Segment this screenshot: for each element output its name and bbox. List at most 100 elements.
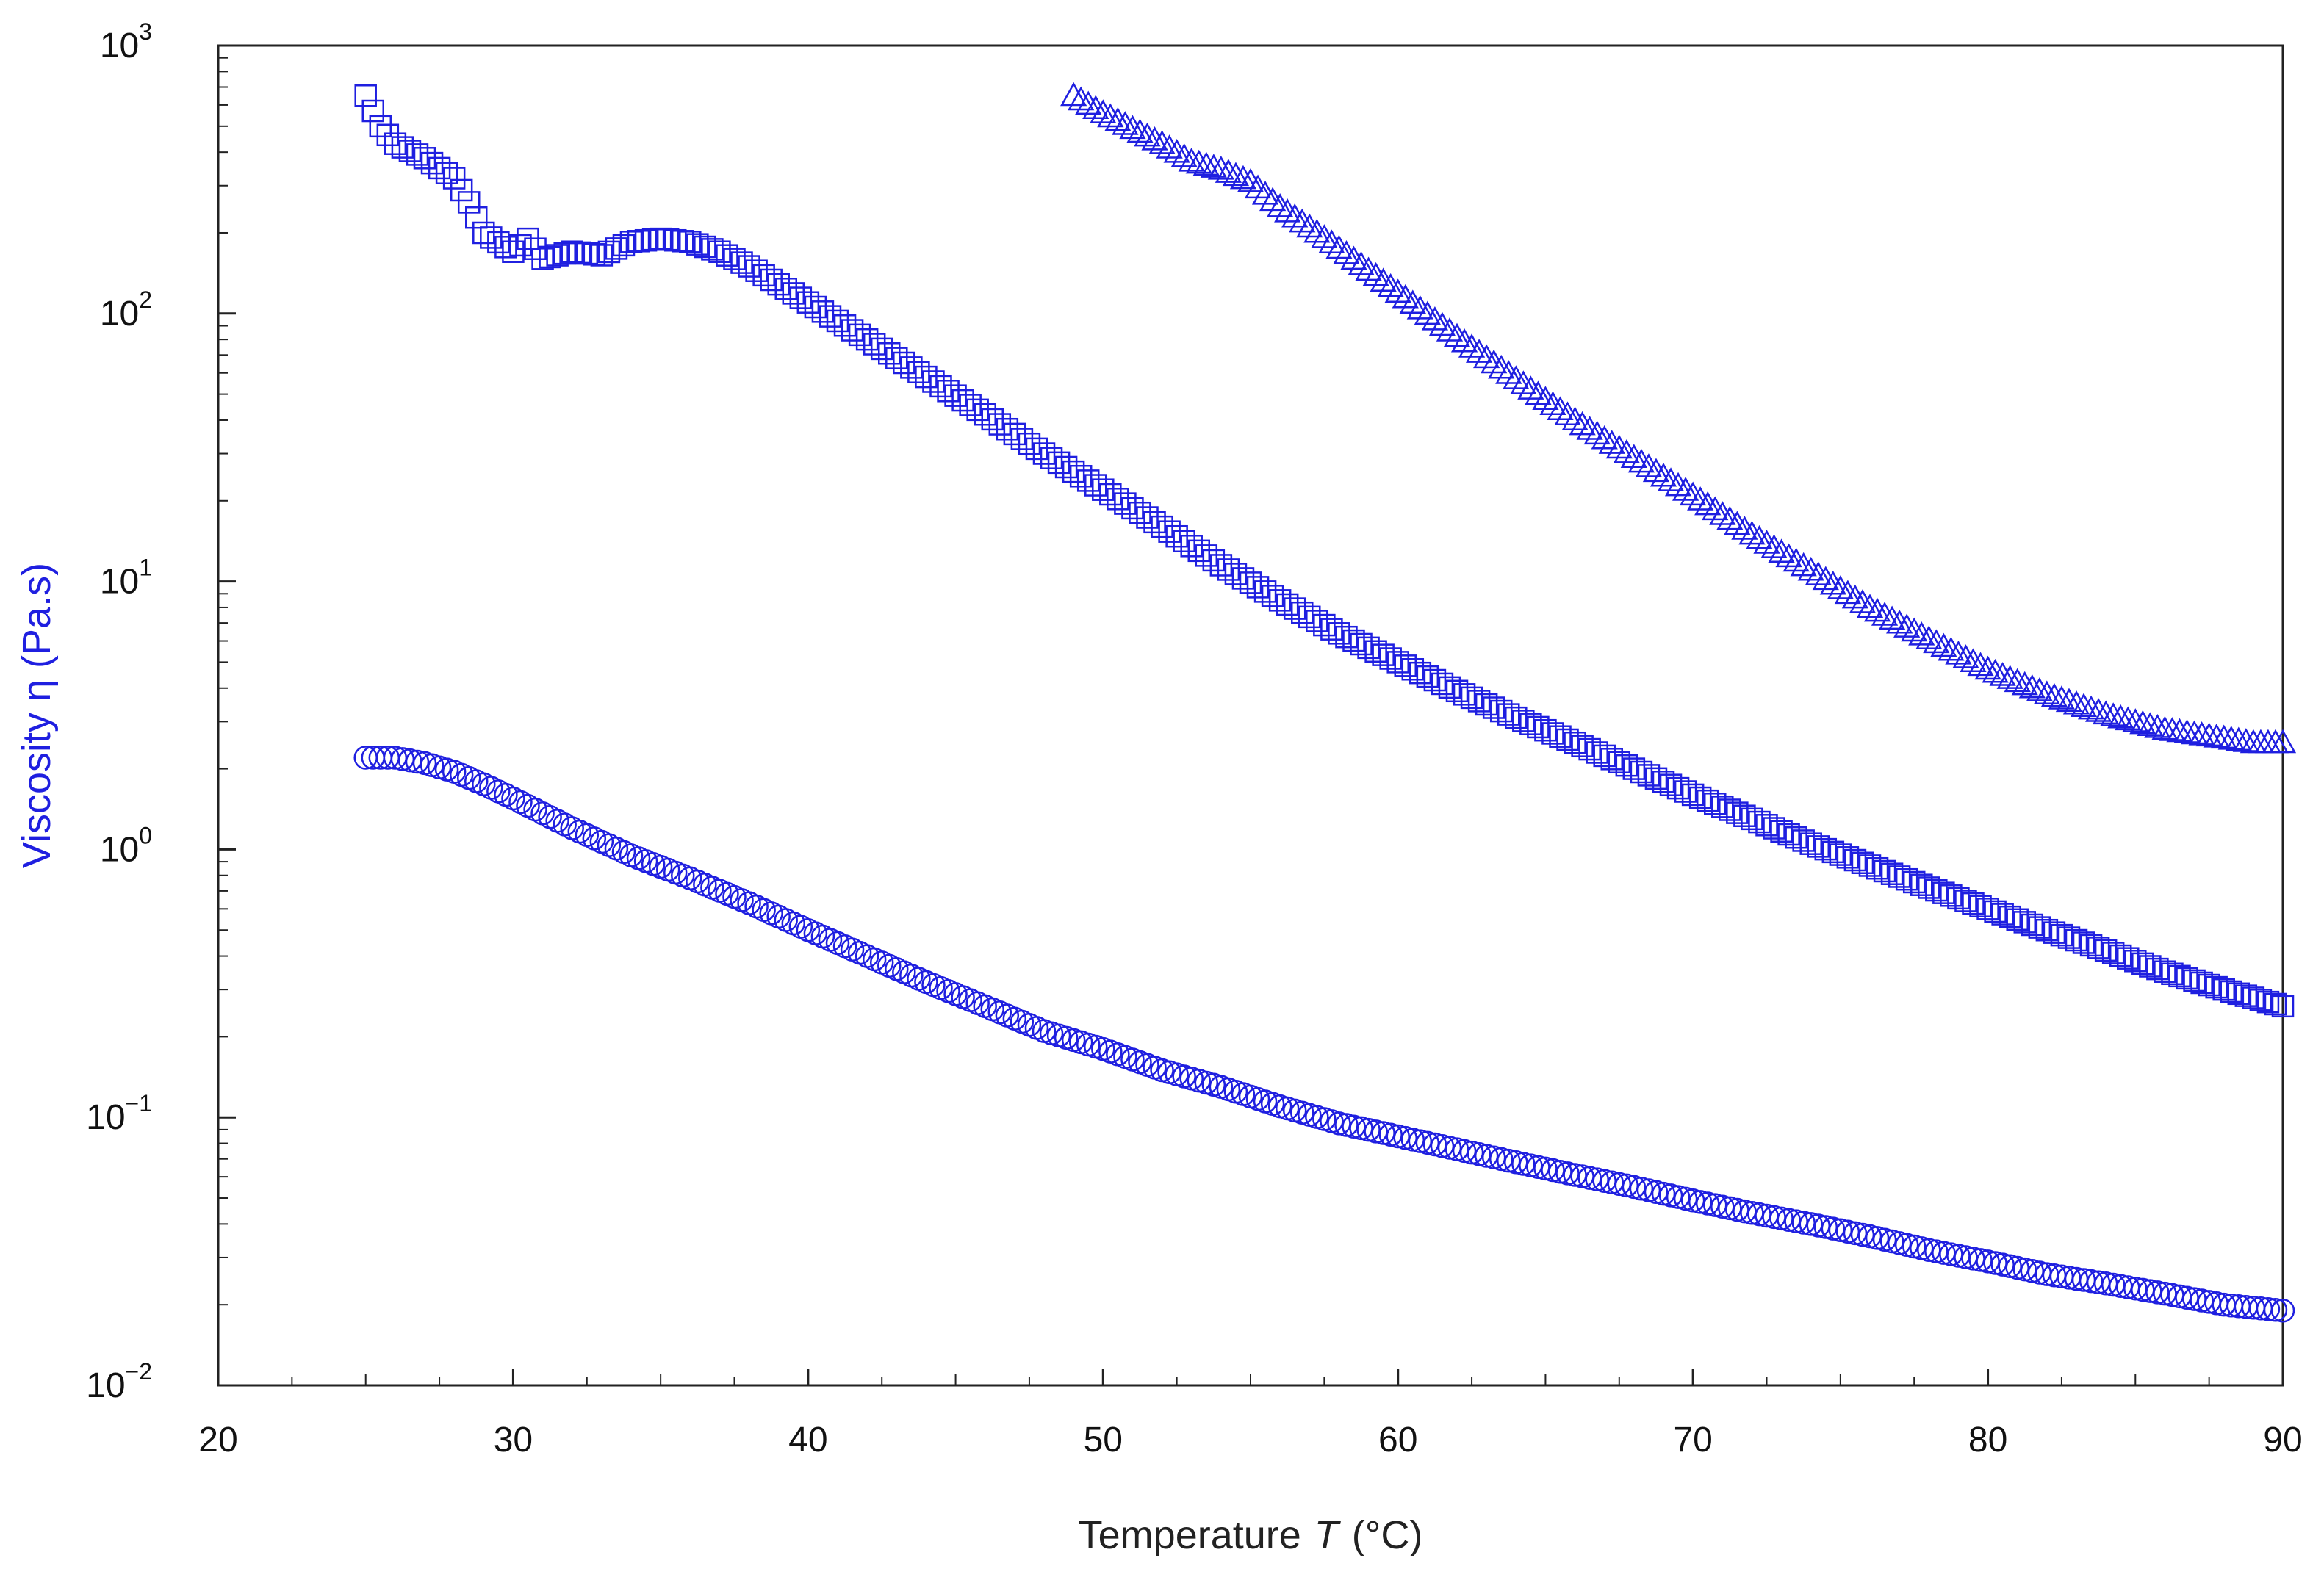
triangle-marker <box>2093 700 2120 725</box>
circle-marker <box>1511 1152 1536 1176</box>
square-marker <box>2065 928 2088 952</box>
square-marker <box>1615 754 1638 777</box>
circle-marker <box>1968 1248 1993 1272</box>
square-marker <box>1991 903 2014 926</box>
square-marker <box>1320 618 1343 641</box>
circle-marker <box>1298 1103 1322 1127</box>
square-marker <box>789 286 813 309</box>
square-marker <box>641 228 665 251</box>
square-marker <box>1763 817 1785 840</box>
y-tick-label: 10−1 <box>86 1090 152 1137</box>
square-marker <box>1253 580 1277 603</box>
triangle-marker <box>2033 680 2060 704</box>
triangle-marker <box>2100 702 2127 726</box>
square-marker <box>1114 492 1137 515</box>
triangle-marker <box>1746 524 1773 549</box>
circle-marker <box>1673 1186 1698 1211</box>
triangle-marker <box>1156 134 1183 159</box>
triangle-marker <box>1517 375 1544 400</box>
circle-marker <box>1651 1181 1676 1206</box>
square-marker <box>1328 622 1350 645</box>
square-marker <box>701 238 724 261</box>
triangle-marker <box>1495 360 1522 384</box>
triangle-marker <box>1192 151 1220 176</box>
triangle-marker <box>1539 391 1566 415</box>
square-marker <box>885 347 908 369</box>
circle-marker <box>1422 1132 1447 1157</box>
square-marker <box>2168 964 2191 988</box>
square-marker <box>1608 751 1631 773</box>
circle-marker <box>1459 1140 1484 1165</box>
circle-marker <box>1467 1142 1492 1166</box>
square-marker <box>2087 937 2110 959</box>
triangle-marker <box>1731 516 1758 540</box>
y-tick-label: 10−2 <box>86 1358 152 1405</box>
square-marker <box>2227 982 2251 1006</box>
triangle-marker <box>1311 224 1338 248</box>
circle-marker <box>1364 1119 1388 1144</box>
circle-marker <box>1910 1236 1934 1260</box>
circle-marker <box>2270 1299 2295 1323</box>
triangle-marker <box>1650 462 1677 487</box>
circle-marker <box>1526 1155 1550 1180</box>
circle-marker <box>1481 1145 1506 1169</box>
triangle-marker <box>1627 448 1655 473</box>
square-marker <box>738 255 760 278</box>
circle-marker <box>1843 1221 1868 1246</box>
triangle-marker <box>1068 86 1095 111</box>
square-marker <box>1622 757 1646 780</box>
square-marker <box>2021 913 2044 937</box>
triangle-marker <box>1989 662 2016 686</box>
triangle-marker <box>1525 380 1552 405</box>
square-marker <box>1047 451 1071 475</box>
triangle-marker <box>1215 159 1242 183</box>
circle-marker <box>1680 1188 1705 1213</box>
triangle-marker <box>2166 718 2193 743</box>
triangle-marker <box>1915 625 1943 649</box>
triangle-marker <box>1797 556 1824 581</box>
square-marker <box>1534 718 1557 742</box>
triangle-marker <box>2217 725 2245 750</box>
circle-marker <box>1150 1058 1174 1083</box>
square-marker <box>1364 640 1387 663</box>
triangle-marker <box>2122 708 2149 732</box>
circle-marker <box>1165 1062 1189 1086</box>
triangle-marker <box>1097 103 1124 128</box>
triangle-marker <box>1923 629 1950 654</box>
square-marker <box>1032 442 1056 465</box>
square-marker <box>1394 654 1417 677</box>
square-marker <box>2249 989 2273 1011</box>
triangle-marker <box>2269 729 2297 754</box>
square-marker <box>502 240 525 263</box>
square-marker <box>2198 973 2220 997</box>
square-marker <box>2190 971 2213 995</box>
circle-marker <box>1430 1133 1455 1158</box>
square-marker <box>1541 722 1564 745</box>
square-marker <box>2124 950 2147 973</box>
triangle-marker <box>1657 467 1685 491</box>
square-marker <box>539 245 561 269</box>
square-marker <box>2220 980 2242 1003</box>
triangle-marker <box>1886 609 1913 634</box>
circle-marker <box>1054 1025 1079 1050</box>
square-marker <box>1350 632 1373 656</box>
square-marker <box>1829 843 1852 866</box>
circle-marker <box>1894 1233 1919 1257</box>
circle-marker <box>1821 1216 1846 1241</box>
square-marker <box>2028 916 2051 939</box>
triangle-marker <box>2070 693 2098 717</box>
triangle-marker <box>1170 143 1198 167</box>
square-marker <box>2050 923 2073 947</box>
square-marker <box>1084 474 1107 497</box>
circle-marker <box>1850 1222 1875 1247</box>
circle-marker <box>1068 1030 1093 1055</box>
circle-marker <box>1179 1067 1204 1091</box>
triangle-marker <box>1938 636 1965 661</box>
square-marker <box>553 242 576 265</box>
circle-marker <box>1998 1254 2022 1279</box>
square-marker <box>1386 651 1409 674</box>
circle-marker <box>1570 1164 1594 1188</box>
triangle-marker <box>1104 107 1132 131</box>
square-marker <box>811 300 835 323</box>
triangle-marker <box>1856 594 1884 618</box>
